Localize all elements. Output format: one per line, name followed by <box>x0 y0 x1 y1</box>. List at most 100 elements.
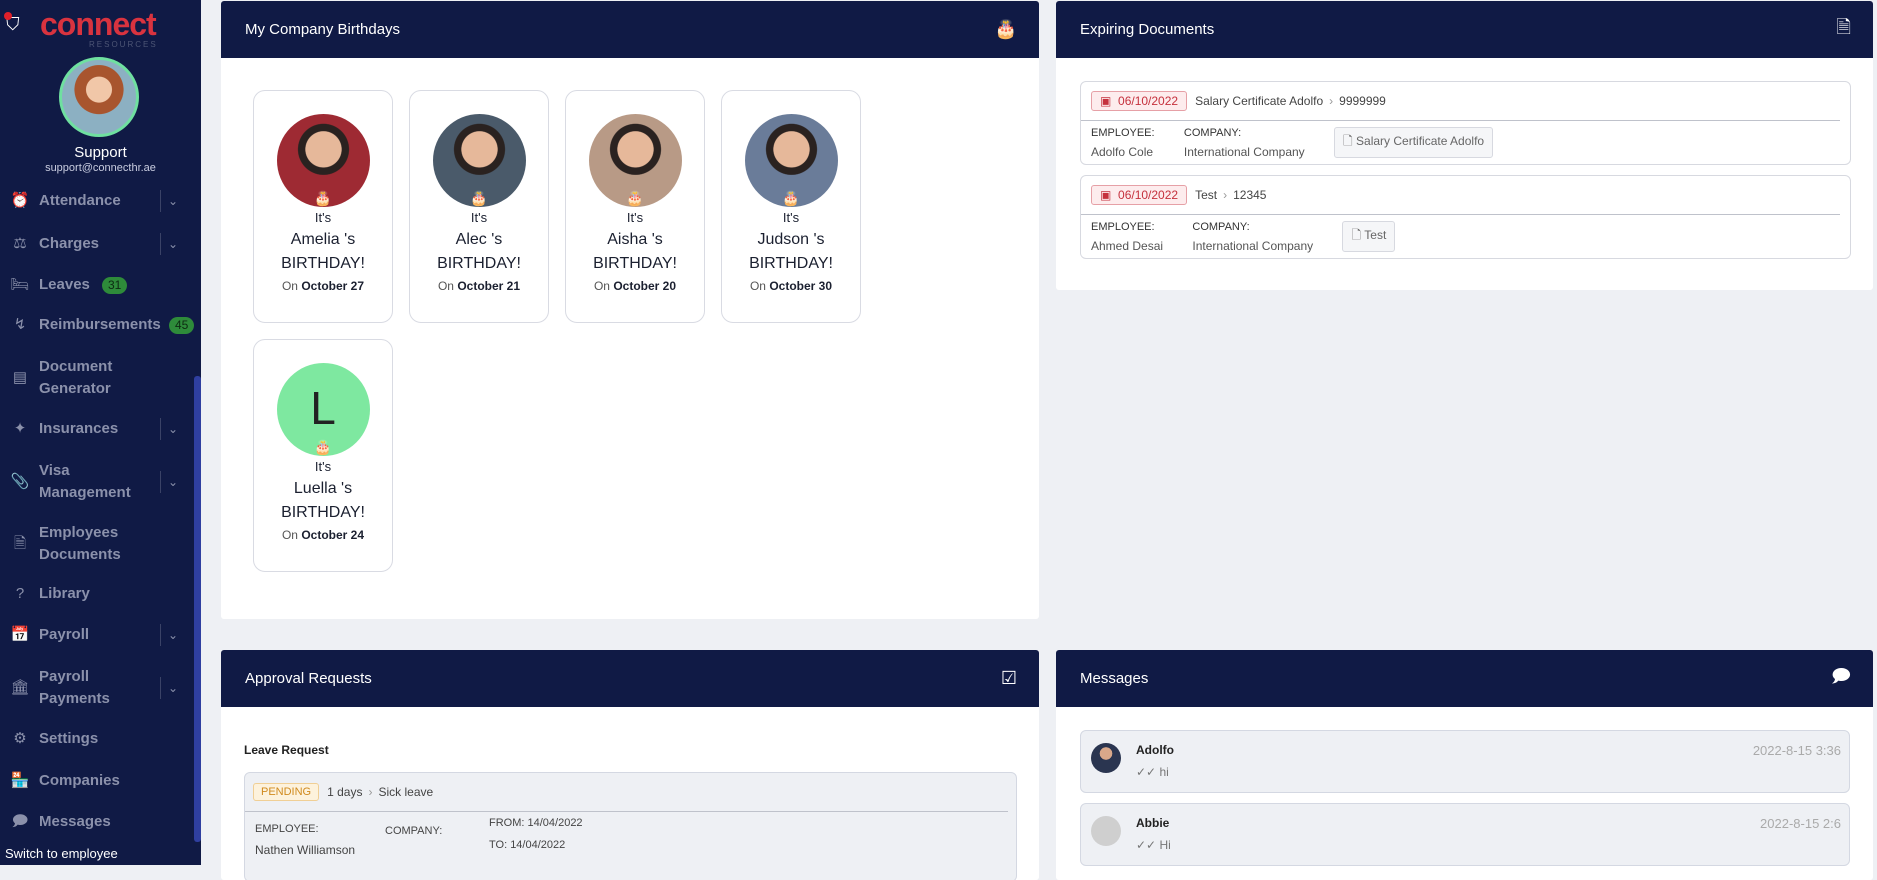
avatar <box>1091 743 1121 773</box>
user-name: Support <box>74 144 127 161</box>
possessive: 's <box>491 231 503 248</box>
divider <box>160 624 161 646</box>
birthday-label: BIRTHDAY! <box>437 255 521 272</box>
avatar: L 🎂 <box>276 363 370 456</box>
panel-title: My Company Birthdays <box>245 21 401 38</box>
birthday-card[interactable]: 🎂 It's Judson 's BIRTHDAY! On October 30 <box>721 90 861 323</box>
message-time: 2022-8-15 2:6 <box>1760 816 1841 831</box>
birthday-date: October 30 <box>769 279 833 293</box>
sidebar-item-insurances[interactable]: ✦ Insurances ⌄ <box>0 418 190 440</box>
chevron-down-icon[interactable]: ⌄ <box>168 475 179 489</box>
birthday-card[interactable]: 🎂 It's Aisha 's BIRTHDAY! On October 20 <box>565 90 705 323</box>
employee-label: EMPLOYEE: <box>1091 127 1155 139</box>
birthdays-panel: My Company Birthdays 🎂 🎂 It's Amelia 's B… <box>221 1 1039 619</box>
message-text: hi <box>1159 765 1169 779</box>
switch-to-employee-button[interactable]: Switch to employee <box>5 846 118 861</box>
sidebar: ⛉ connect RESOURCES Support support@conne… <box>0 0 201 865</box>
company-name: International Company <box>1183 145 1305 159</box>
sidebar-item-employees-documents[interactable]: 🗎 Employees Documents <box>0 522 190 566</box>
birthday-card[interactable]: 🎂 It's Amelia 's BIRTHDAY! On October 27 <box>253 90 393 323</box>
birthday-date: October 27 <box>301 279 365 293</box>
document-name: Salary Certificate Adolfo <box>1195 94 1324 108</box>
on-label: On <box>749 279 766 293</box>
sidebar-item-payroll-payments[interactable]: 🏛 Payroll Payments ⌄ <box>0 666 190 710</box>
cake-icon: 🎂 <box>470 190 488 206</box>
document-number: 9999999 <box>1339 94 1386 108</box>
shield-x-icon[interactable]: ⛉ <box>4 12 28 38</box>
sidebar-item-visa-management[interactable]: 📎 Visa Management ⌄ <box>0 460 190 504</box>
sidebar-item-label: Employees Documents <box>39 524 121 563</box>
messages-panel: Messages 🗩 Adolfo ✓✓ hi 2022-8-15 3:36 Ab… <box>1056 650 1873 880</box>
message-text: Hi <box>1159 838 1171 852</box>
sidebar-item-label: Messages <box>39 813 111 830</box>
sidebar-item-library[interactable]: ? Library <box>0 583 190 605</box>
sidebar-item-leaves[interactable]: 🛏 Leaves 31 <box>0 274 190 296</box>
sidebar-item-messages[interactable]: 🗩 Messages <box>0 811 190 833</box>
on-label: On <box>437 279 454 293</box>
charges-icon: ⚖ <box>13 235 27 252</box>
reimburse-icon: ↯ <box>13 316 27 333</box>
logo[interactable]: connect RESOURCES <box>40 6 157 49</box>
sidebar-item-companies[interactable]: 🏪 Companies <box>0 770 190 792</box>
document-file-button[interactable]: 🗋 Test <box>1342 221 1396 252</box>
message-item[interactable]: Adolfo ✓✓ hi 2022-8-15 3:36 <box>1080 730 1850 793</box>
message-icon: 🗩 <box>1831 665 1851 686</box>
double-check-icon: ✓✓ <box>1136 765 1157 779</box>
company-label: COMPANY: <box>1183 127 1242 139</box>
avatar: 🎂 <box>588 114 682 207</box>
expiry-date: 06/10/2022 <box>1118 94 1179 108</box>
birthday-card[interactable]: L 🎂 It's Luella 's BIRTHDAY! On October … <box>253 339 393 572</box>
sidebar-item-label: Visa Management <box>39 462 131 501</box>
birthday-name: Amelia 's <box>254 231 392 249</box>
possessive: 's <box>813 231 825 248</box>
chevron-down-icon[interactable]: ⌄ <box>168 237 179 251</box>
expiring-document-card[interactable]: ▣ 06/10/2022 Test › 12345 EMPLOYEE: Ahmed D… <box>1080 175 1851 259</box>
person-name: Judson <box>757 231 810 248</box>
document-file-button[interactable]: 🗋 Salary Certificate Adolfo <box>1334 127 1494 158</box>
person-name: Amelia <box>290 231 340 248</box>
avatar-initial: L <box>310 382 336 434</box>
sidebar-item-settings[interactable]: ⚙ Settings <box>0 728 190 750</box>
cake-icon: 🎂 <box>782 190 800 206</box>
message-item[interactable]: Abbie ✓✓ Hi 2022-8-15 2:6 <box>1080 803 1850 866</box>
cake-icon: 🎂 <box>314 190 332 206</box>
avatar: 🎂 <box>744 114 838 207</box>
chevron-down-icon[interactable]: ⌄ <box>168 422 179 436</box>
cake-icon: 🎂 <box>994 19 1017 39</box>
sidebar-item-payroll[interactable]: 📅 Payroll ⌄ <box>0 624 190 646</box>
chevron-right-icon: › <box>368 785 373 799</box>
chevron-down-icon[interactable]: ⌄ <box>168 628 179 642</box>
count-badge: 45 <box>169 317 195 334</box>
sidebar-item-label: Attendance <box>39 192 121 209</box>
document-name: Test <box>1195 188 1218 202</box>
help-circle-icon: ? <box>15 585 25 602</box>
sidebar-item-charges[interactable]: ⚖ Charges ⌄ <box>0 233 190 255</box>
status-badge: PENDING <box>253 783 320 801</box>
employee-label: EMPLOYEE: <box>255 823 319 835</box>
birthday-name: Alec 's <box>410 231 548 249</box>
avatar[interactable] <box>59 57 139 137</box>
calendar-icon: ▣ <box>1100 188 1112 202</box>
sidebar-scrollbar[interactable] <box>194 376 201 842</box>
expiring-document-card[interactable]: ▣ 06/10/2022 Salary Certificate Adolfo › 9… <box>1080 81 1851 165</box>
leave-request-card[interactable]: PENDING 1 days › Sick leave EMPLOYEE: Nath… <box>244 772 1017 880</box>
expiry-date: 06/10/2022 <box>1118 188 1179 202</box>
on-label: On <box>281 528 298 542</box>
company-label: COMPANY: <box>385 825 443 837</box>
sidebar-item-label: Payroll <box>39 626 90 643</box>
divider <box>160 233 161 255</box>
sidebar-item-label: Insurances <box>39 420 119 437</box>
logo-subtext: RESOURCES <box>89 40 158 49</box>
sidebar-item-reimbursements[interactable]: ↯ Reimbursements 45 <box>0 314 195 336</box>
sidebar-item-label: Reimbursements <box>39 316 161 333</box>
chevron-down-icon[interactable]: ⌄ <box>168 194 179 208</box>
sidebar-item-document-generator[interactable]: ▤ Document Generator <box>0 356 190 400</box>
logo-text: connect <box>40 6 157 42</box>
store-icon: 🏪 <box>10 772 30 789</box>
insurance-icon: ✦ <box>13 420 27 437</box>
birthday-card[interactable]: 🎂 It's Alec 's BIRTHDAY! On October 21 <box>409 90 549 323</box>
its-label: It's <box>314 459 332 474</box>
chevron-down-icon[interactable]: ⌄ <box>168 681 179 695</box>
sidebar-item-attendance[interactable]: ⏰ Attendance ⌄ <box>0 190 190 212</box>
sidebar-item-label: Payroll Payments <box>39 668 110 707</box>
